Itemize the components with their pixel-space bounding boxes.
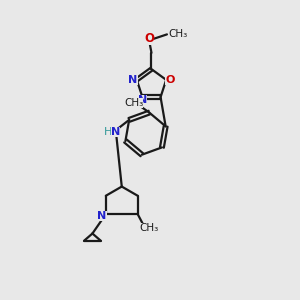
Text: N: N (128, 75, 137, 85)
Text: H: H (104, 127, 112, 137)
Text: N: N (111, 127, 120, 137)
Text: CH₃: CH₃ (124, 98, 143, 108)
Text: N: N (138, 95, 147, 105)
Text: CH₃: CH₃ (169, 29, 188, 39)
Text: O: O (165, 75, 175, 85)
Text: N: N (97, 211, 106, 221)
Text: CH₃: CH₃ (140, 224, 159, 233)
Text: O: O (144, 32, 154, 45)
